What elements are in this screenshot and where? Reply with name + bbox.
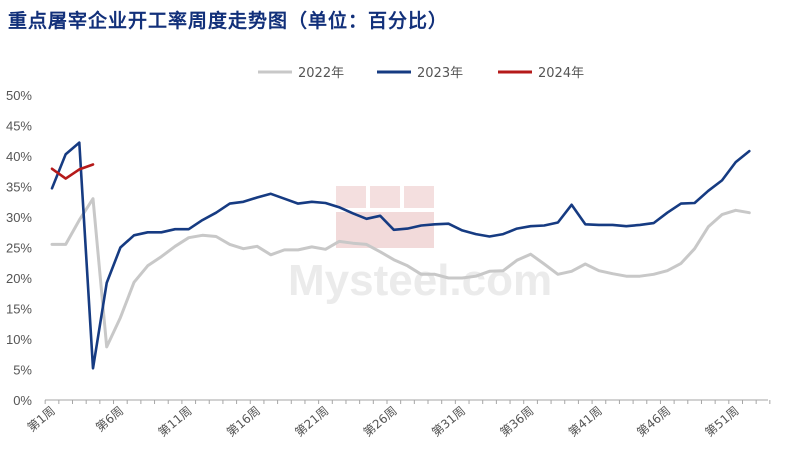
y-tick-label: 0% (13, 393, 32, 408)
y-tick-label: 5% (13, 363, 32, 378)
watermark-logo (336, 186, 366, 208)
x-tick-label: 第6周 (93, 404, 126, 435)
y-tick-label: 20% (6, 271, 32, 286)
watermark-text: Mysteel.com (288, 256, 552, 305)
watermark-logo (370, 186, 400, 208)
x-axis: 第1周 第6周 第11周 第16周 第21周 第26周 第31周 第36周 第41周 第46周 第5… (25, 399, 771, 440)
x-tick-label: 第31周 (429, 404, 468, 440)
y-tick-label: 35% (6, 180, 32, 195)
y-axis: 0% 5% 10% 15% 20% 25% 30% 35% 40% 45% 50% (6, 88, 32, 408)
x-tick-label: 第41周 (566, 404, 605, 440)
y-tick-label: 50% (6, 88, 32, 103)
x-tick-label: 第46周 (634, 404, 673, 440)
series-line-2 (50, 141, 751, 370)
y-tick-label: 30% (6, 210, 32, 225)
x-tick-label: 第1周 (25, 404, 58, 435)
series-line-3 (50, 163, 95, 180)
x-tick-label: 第11周 (156, 404, 195, 440)
legend-label: 2023年 (417, 66, 463, 81)
y-tick-label: 25% (6, 241, 32, 256)
y-tick-label: 40% (6, 149, 32, 164)
watermark-logo (404, 186, 434, 208)
x-tick-label: 第36周 (497, 404, 536, 440)
y-tick-label: 10% (6, 332, 32, 347)
watermark: Mysteel.com (288, 186, 552, 305)
chart-title: 重点屠宰企业开工率周度走势图（单位：百分比） (8, 10, 449, 32)
series-lines (50, 141, 751, 370)
y-tick-label: 15% (6, 302, 32, 317)
x-tick-label: 第16周 (224, 404, 263, 440)
x-tick-label: 第21周 (292, 404, 331, 440)
series-line-1 (50, 197, 751, 349)
x-tick-label: 第26周 (361, 404, 400, 440)
x-tick-label: 第51周 (702, 404, 741, 440)
legend-label: 2022年 (298, 66, 344, 81)
legend-label: 2024年 (538, 66, 584, 81)
legend: 2022年 2023年 2024年 (258, 66, 584, 81)
y-tick-label: 45% (6, 119, 32, 134)
